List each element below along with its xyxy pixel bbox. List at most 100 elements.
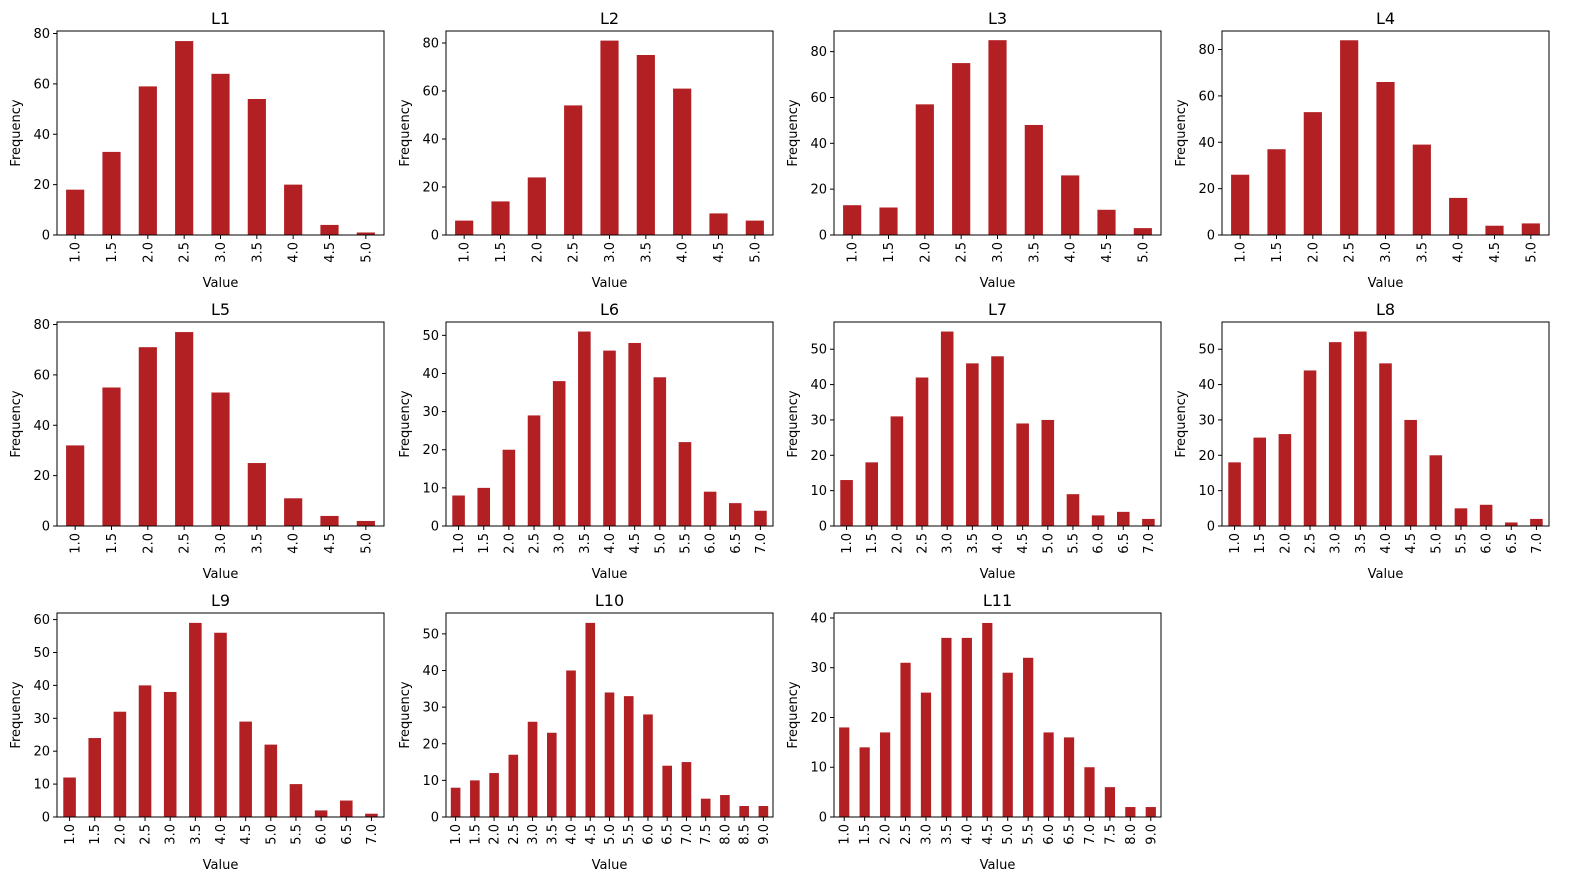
subplot-l4: 0 20 40 60 80 1.0 1.5 2.0 2.5 3.0 3.5 4.0 4.5 5.0 L4 Va… — [1174, 9, 1550, 291]
x-tick-label: 2.5 — [567, 242, 582, 263]
bar — [700, 798, 711, 817]
bar — [961, 637, 972, 817]
x-tick-label: 1.5 — [865, 533, 880, 554]
subplot-l5: 0 20 40 60 80 1.0 1.5 2.0 2.5 3.0 3.5 4.0 4.5 5.0 L5 Va… — [9, 300, 385, 582]
bar — [1328, 342, 1342, 526]
y-axis-label: Frequency — [1174, 390, 1189, 457]
bar — [356, 520, 375, 526]
subplot-title: L8 — [1376, 300, 1395, 319]
x-axis-label: Value — [592, 276, 628, 291]
x-tick-label: 2.0 — [890, 533, 905, 554]
x-tick-label: 2.0 — [918, 242, 933, 263]
x-tick-label: 7.5 — [699, 824, 714, 845]
x-tick-label: 3.5 — [966, 533, 981, 554]
bar — [1530, 518, 1543, 526]
bar — [264, 744, 278, 817]
x-tick-label: 4.0 — [287, 242, 302, 263]
x-axis-label: Value — [980, 567, 1016, 582]
x-tick-label: 1.0 — [838, 824, 853, 845]
bar — [604, 692, 615, 817]
x-tick-label: 4.5 — [628, 533, 643, 554]
y-tick-label: 20 — [33, 745, 50, 760]
y-tick-label: 0 — [819, 811, 827, 826]
x-tick-label: 4.0 — [991, 533, 1006, 554]
y-tick-label: 20 — [810, 449, 827, 464]
y-tick-label: 30 — [33, 712, 50, 727]
bar — [1267, 149, 1286, 235]
bar — [1142, 518, 1155, 526]
x-tick-label: 4.5 — [584, 824, 599, 845]
y-tick-label: 10 — [1198, 484, 1215, 499]
bar — [839, 727, 850, 817]
bar — [636, 55, 655, 235]
bar — [1125, 807, 1136, 817]
bar — [1061, 175, 1080, 235]
y-tick-label: 20 — [422, 737, 439, 752]
y-tick-label: 40 — [1198, 136, 1215, 151]
x-tick-label: 5.0 — [1524, 242, 1539, 263]
x-tick-label: 2.0 — [141, 533, 156, 554]
y-tick-label: 30 — [422, 701, 439, 716]
x-tick-label: 6.5 — [661, 824, 676, 845]
x-tick-label: 1.0 — [452, 533, 467, 554]
y-tick-label: 80 — [33, 318, 50, 333]
bar — [703, 491, 717, 526]
subplot-title: L11 — [983, 591, 1012, 610]
bar — [1084, 767, 1095, 817]
bar — [1041, 419, 1055, 526]
y-tick-label: 0 — [42, 229, 50, 244]
bar — [840, 480, 853, 526]
y-tick-label: 10 — [422, 774, 439, 789]
x-tick-label: 9.0 — [1144, 824, 1159, 845]
x-tick-label: 1.5 — [1253, 533, 1268, 554]
bar — [1504, 522, 1518, 526]
x-tick-label: 4.5 — [1100, 242, 1115, 263]
bar — [66, 189, 85, 235]
bar — [1379, 363, 1392, 526]
bar — [843, 205, 862, 235]
y-tick-label: 40 — [33, 419, 50, 434]
bar — [952, 63, 971, 235]
x-tick-label: 3.0 — [1329, 533, 1344, 554]
x-tick-label: 2.0 — [141, 242, 156, 263]
bar — [284, 498, 303, 526]
x-tick-label: 3.5 — [940, 824, 955, 845]
subplot-l11: 0 10 20 30 40 1.0 1.5 2.0 2.5 3.0 3.5 4.0 4.5 5.0 5.5 6… — [786, 591, 1162, 873]
y-tick-label: 60 — [422, 85, 439, 100]
x-tick-label: 3.5 — [189, 824, 204, 845]
bar — [991, 356, 1004, 526]
y-tick-label: 40 — [33, 679, 50, 694]
subplot-title: L2 — [600, 9, 619, 28]
y-tick-label: 60 — [33, 368, 50, 383]
bar — [920, 692, 932, 817]
bar — [320, 515, 339, 526]
y-tick-label: 10 — [810, 761, 827, 776]
y-tick-label: 20 — [422, 181, 439, 196]
x-tick-label: 2.5 — [916, 533, 931, 554]
x-tick-label: 3.0 — [941, 533, 956, 554]
x-tick-label: 5.0 — [1136, 242, 1151, 263]
x-tick-label: 4.0 — [565, 824, 580, 845]
x-tick-label: 4.0 — [603, 533, 618, 554]
bar — [320, 224, 339, 235]
x-tick-label: 6.5 — [729, 533, 744, 554]
subplot-l1: 0 20 40 60 80 1.0 1.5 2.0 2.5 3.0 3.5 4.0 4.5 5.0 L1 Va… — [9, 9, 385, 291]
bar — [578, 331, 591, 526]
x-axis-label: Value — [203, 858, 239, 873]
bar — [600, 40, 619, 235]
bar — [585, 622, 596, 817]
bar — [1253, 437, 1267, 526]
y-tick-label: 20 — [33, 469, 50, 484]
bar — [564, 105, 583, 236]
x-tick-label: 3.0 — [214, 533, 229, 554]
x-tick-label: 1.0 — [458, 242, 473, 263]
y-tick-label: 10 — [422, 481, 439, 496]
bar — [681, 762, 692, 817]
y-tick-label: 0 — [431, 520, 439, 535]
x-tick-label: 3.0 — [214, 242, 229, 263]
bar — [491, 201, 510, 235]
bar — [211, 392, 230, 526]
y-tick-label: 30 — [422, 405, 439, 420]
x-tick-label: 4.5 — [981, 824, 996, 845]
x-tick-label: 4.5 — [1404, 533, 1419, 554]
